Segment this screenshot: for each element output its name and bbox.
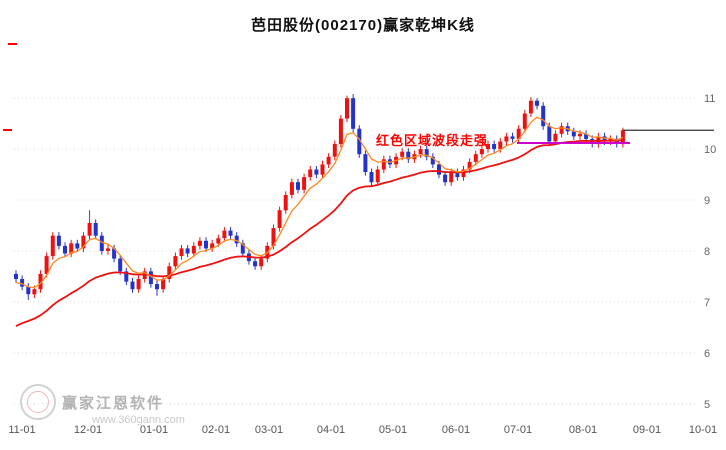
watermark-site: www.360gann.com bbox=[92, 414, 185, 426]
svg-text:10-01: 10-01 bbox=[689, 424, 717, 436]
chart-title: 芭田股份(002170)赢家乾坤K线 bbox=[251, 17, 475, 34]
svg-text:07-01: 07-01 bbox=[504, 424, 532, 436]
svg-text:11: 11 bbox=[704, 93, 715, 105]
wave-strength-annotation: 红色区域波段走强 bbox=[376, 133, 489, 148]
watermark-brand: 赢家江恩软件 bbox=[62, 395, 165, 412]
svg-text:03-01: 03-01 bbox=[255, 424, 283, 436]
svg-text:8: 8 bbox=[704, 246, 710, 258]
svg-text:04-01: 04-01 bbox=[317, 424, 345, 436]
svg-text:5: 5 bbox=[704, 399, 710, 411]
svg-text:11-01: 11-01 bbox=[8, 424, 35, 436]
svg-text:10: 10 bbox=[704, 144, 716, 156]
brand-logo-icon bbox=[20, 384, 56, 420]
svg-text:9: 9 bbox=[704, 195, 710, 207]
svg-text:12-01: 12-01 bbox=[74, 424, 102, 436]
svg-text:01-01: 01-01 bbox=[140, 424, 168, 436]
svg-text:7: 7 bbox=[704, 297, 710, 309]
brand-logo-inner-ring bbox=[27, 391, 49, 413]
svg-text:05-01: 05-01 bbox=[379, 424, 407, 436]
svg-text:09-01: 09-01 bbox=[633, 424, 661, 436]
svg-text:02-01: 02-01 bbox=[202, 424, 230, 436]
svg-text:06-01: 06-01 bbox=[442, 424, 470, 436]
svg-text:6: 6 bbox=[704, 348, 710, 360]
svg-text:08-01: 08-01 bbox=[569, 424, 597, 436]
